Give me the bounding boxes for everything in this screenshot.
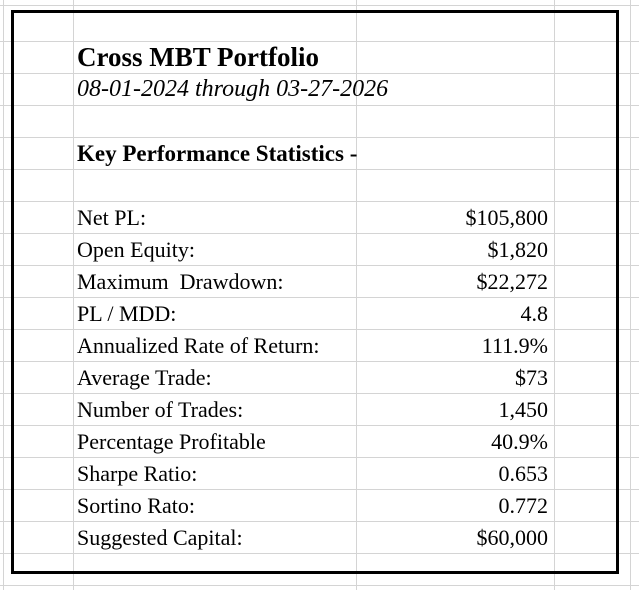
stat-label-cell[interactable]: Number of Trades: [77, 397, 244, 422]
gridline-horizontal [0, 329, 639, 330]
gridline-vertical [554, 0, 555, 590]
report-daterange-cell[interactable]: 08-01-2024 through 03-27-2026 [77, 76, 389, 102]
stat-value-cell[interactable]: 1,450 [498, 397, 549, 422]
gridline-horizontal [0, 265, 639, 266]
stat-row-sortino-ratio: Sortino Rato: 0.772 [73, 489, 554, 521]
gridline-horizontal [0, 521, 639, 522]
stat-value-cell[interactable]: $60,000 [476, 525, 549, 550]
stat-label-cell[interactable]: Average Trade: [77, 365, 212, 390]
stat-label-cell[interactable]: PL / MDD: [77, 301, 177, 326]
gridline-vertical [73, 0, 74, 590]
gridline-horizontal [0, 137, 639, 138]
stat-label-cell[interactable]: Sortino Rato: [77, 493, 195, 518]
gridline-horizontal [0, 233, 639, 234]
stat-row-sharpe-ratio: Sharpe Ratio: 0.653 [73, 457, 554, 489]
stat-value-cell[interactable]: $1,820 [487, 237, 549, 262]
gridline-horizontal [0, 169, 639, 170]
stat-row-percentage-profitable: Percentage Profitable 40.9% [73, 425, 554, 457]
gridline-horizontal [0, 585, 639, 586]
stat-row-average-trade: Average Trade: $73 [73, 361, 554, 393]
stat-value-cell[interactable]: $22,272 [476, 269, 549, 294]
stat-label-cell[interactable]: Sharpe Ratio: [77, 461, 198, 486]
gridline-horizontal [0, 425, 639, 426]
gridline-vertical [3, 0, 4, 590]
stat-value-cell[interactable]: $73 [515, 365, 548, 390]
stat-row-maximum-drawdown: Maximum Drawdown: $22,272 [73, 265, 554, 297]
stat-label-cell[interactable]: Maximum Drawdown: [77, 269, 284, 294]
stat-label-cell[interactable]: Suggested Capital: [77, 525, 243, 550]
stat-value-cell[interactable]: 0.772 [498, 493, 549, 518]
stat-row-suggested-capital: Suggested Capital: $60,000 [73, 521, 554, 553]
gridline-horizontal [0, 457, 639, 458]
stat-value-cell[interactable]: 0.653 [498, 461, 549, 486]
stat-label-cell[interactable]: Open Equity: [77, 237, 195, 262]
stat-label-cell[interactable]: Net PL: [77, 205, 147, 230]
report-title-cell[interactable]: Cross MBT Portfolio [77, 42, 319, 72]
stat-value-cell[interactable]: 40.9% [491, 429, 548, 454]
gridline-horizontal [0, 201, 639, 202]
gridline-horizontal [0, 41, 639, 42]
gridline-horizontal [0, 489, 639, 490]
stat-value-cell[interactable]: $105,800 [465, 205, 549, 230]
stat-label-cell[interactable]: Percentage Profitable [77, 429, 266, 454]
stat-row-number-of-trades: Number of Trades: 1,450 [73, 393, 554, 425]
section-header-cell[interactable]: Key Performance Statistics - [77, 141, 358, 166]
stat-label-cell[interactable]: Annualized Rate of Return: [77, 333, 320, 358]
gridline-horizontal [0, 5, 639, 6]
stat-row-net-pl: Net PL: $105,800 [73, 201, 554, 233]
stat-row-pl-mdd: PL / MDD: 4.8 [73, 297, 554, 329]
gridline-horizontal [0, 105, 639, 106]
gridline-vertical [356, 0, 357, 590]
gridline-vertical [630, 0, 631, 590]
gridline-horizontal [0, 297, 639, 298]
stat-value-cell[interactable]: 4.8 [520, 301, 549, 326]
gridline-horizontal [0, 393, 639, 394]
report-border [11, 10, 619, 574]
stat-row-annualized-ror: Annualized Rate of Return: 111.9% [73, 329, 554, 361]
gridline-horizontal [0, 73, 639, 74]
gridline-horizontal [0, 361, 639, 362]
stat-value-cell[interactable]: 111.9% [481, 333, 548, 358]
gridline-horizontal [0, 553, 639, 554]
stat-row-open-equity: Open Equity: $1,820 [73, 233, 554, 265]
